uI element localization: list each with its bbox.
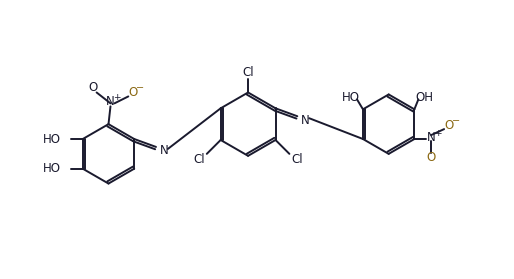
Text: HO: HO [342,91,360,104]
Text: N: N [427,131,435,143]
Text: −: − [136,83,144,93]
Text: Cl: Cl [242,66,254,79]
Text: HO: HO [43,162,61,175]
Text: −: − [452,116,460,126]
Text: O: O [128,86,138,99]
Text: N: N [159,145,168,157]
Text: N: N [106,95,115,108]
Text: HO: HO [43,133,61,146]
Text: N: N [301,114,309,127]
Text: Cl: Cl [291,153,303,166]
Text: OH: OH [415,91,433,104]
Text: Cl: Cl [193,153,205,166]
Text: O: O [88,81,97,94]
Text: +: + [434,129,442,138]
Text: O: O [445,119,454,132]
Text: +: + [113,93,120,102]
Text: O: O [427,151,436,164]
